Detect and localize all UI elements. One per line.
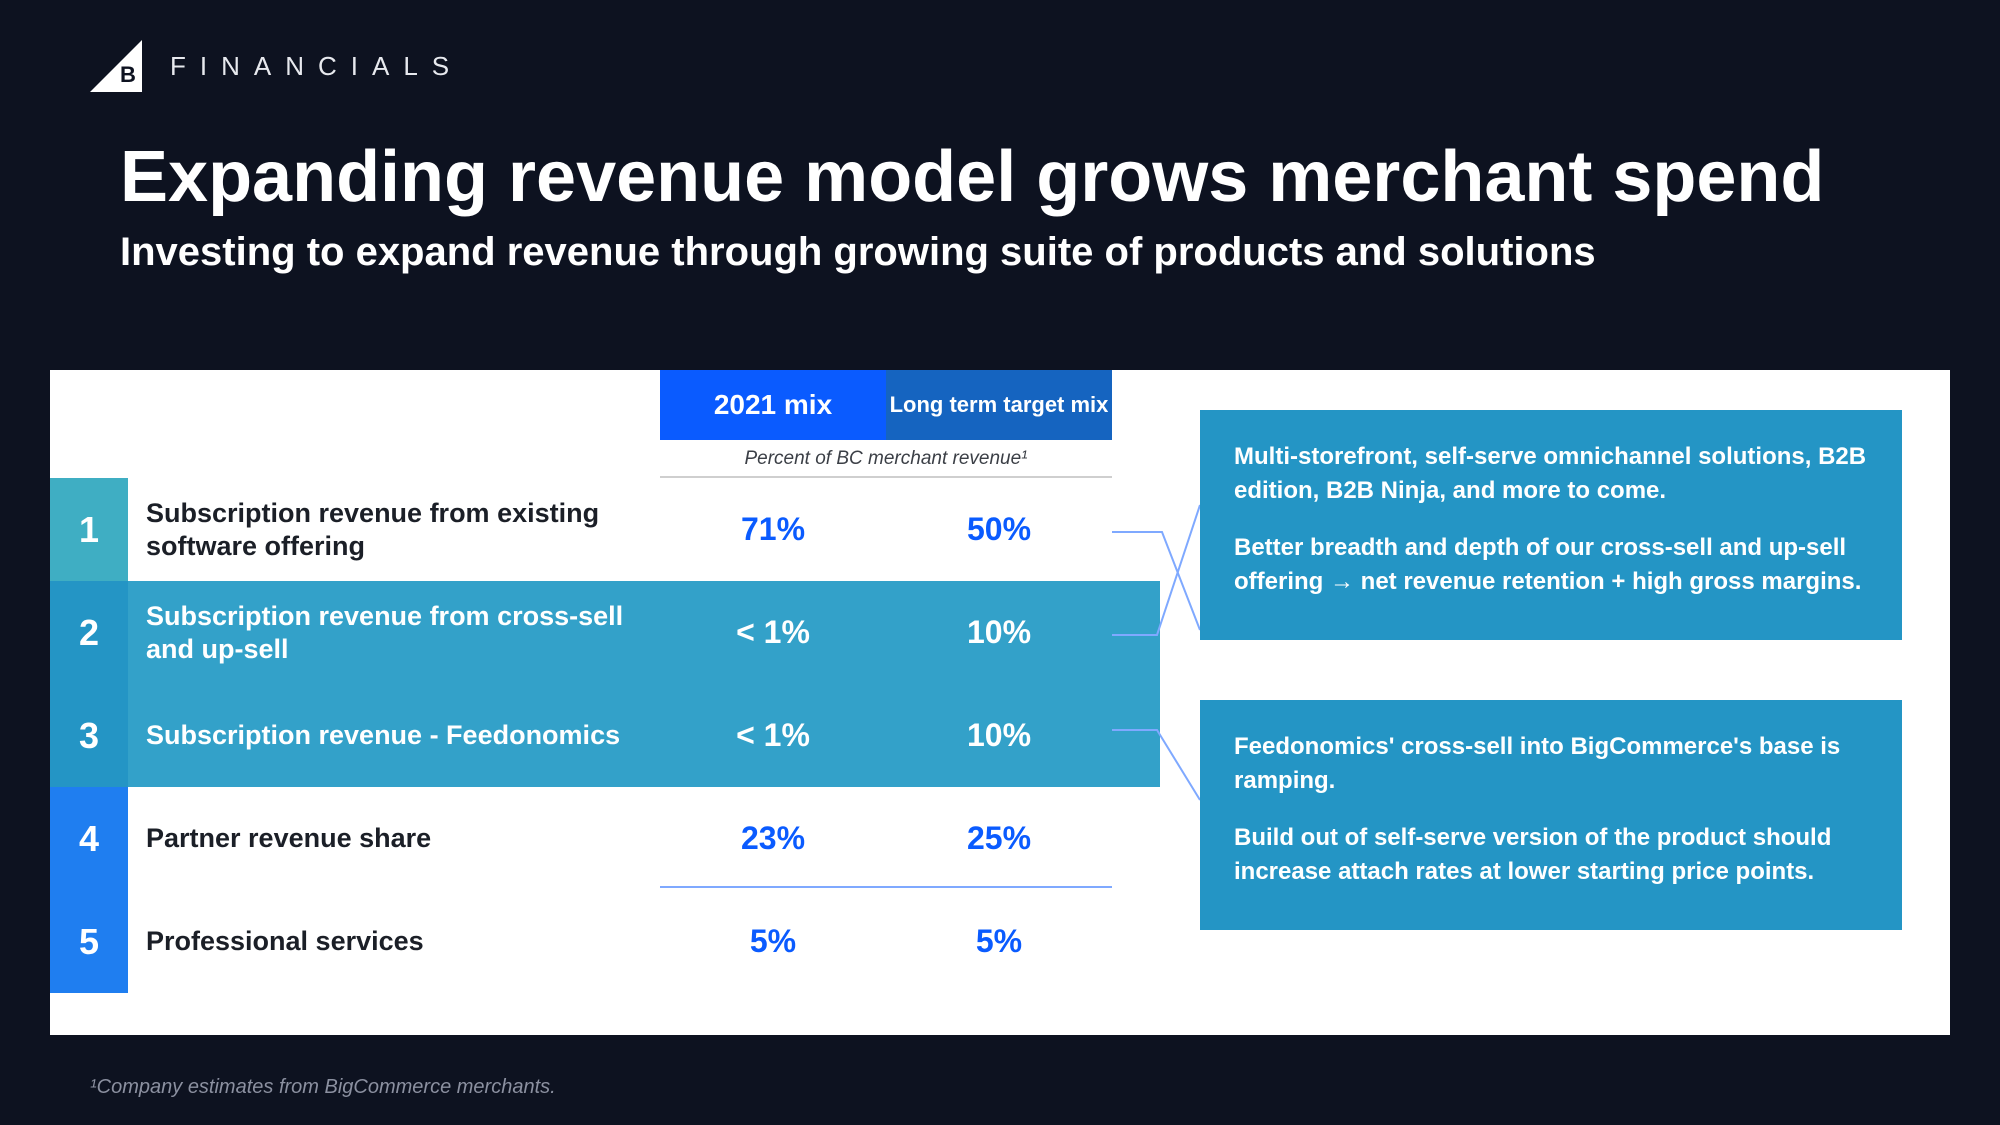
header-bar: B FINANCIALS — [0, 0, 2000, 92]
value-target-mix: 10% — [886, 581, 1112, 684]
connector-line-row2 — [1112, 470, 1202, 650]
callout-text: Feedonomics' cross-sell into BigCommerce… — [1234, 730, 1868, 797]
row-label: Professional services — [128, 890, 660, 993]
subtotal-divider — [660, 886, 1112, 888]
content-area: 2021 mix Long term target mix Percent of… — [50, 370, 1950, 1035]
table-row: 5Professional services5%5% — [50, 890, 1160, 993]
row-label: Subscription revenue from existing softw… — [128, 478, 660, 581]
table-row: 4Partner revenue share23%25% — [50, 787, 1160, 890]
column-header-2021-mix: 2021 mix — [660, 370, 886, 440]
value-2021-mix: 71% — [660, 478, 886, 581]
table-row: 2Subscription revenue from cross-sell an… — [50, 581, 1160, 684]
row-number: 4 — [50, 787, 128, 890]
connector-line-row3 — [1112, 700, 1202, 820]
row-number: 1 — [50, 478, 128, 581]
value-2021-mix: < 1% — [660, 684, 886, 787]
value-target-mix: 50% — [886, 478, 1112, 581]
page-subtitle: Investing to expand revenue through grow… — [120, 230, 1910, 275]
row-label: Subscription revenue - Feedonomics — [128, 684, 660, 787]
row-label: Subscription revenue from cross-sell and… — [128, 581, 660, 684]
row-number: 2 — [50, 581, 128, 684]
row-number: 5 — [50, 890, 128, 993]
value-target-mix: 25% — [886, 787, 1112, 890]
column-header-long-term-target: Long term target mix — [886, 370, 1112, 440]
callout-cross-sell: Multi-storefront, self-serve omnichannel… — [1200, 410, 1902, 640]
row-label: Partner revenue share — [128, 787, 660, 890]
table-sub-caption: Percent of BC merchant revenue¹ — [660, 440, 1112, 478]
callout-text: Better breadth and depth of our cross-se… — [1234, 531, 1868, 598]
footnote-text: ¹Company estimates from BigCommerce merc… — [90, 1076, 556, 1099]
callout-feedonomics: Feedonomics' cross-sell into BigCommerce… — [1200, 700, 1902, 930]
row-number: 3 — [50, 684, 128, 787]
section-label: FINANCIALS — [170, 51, 463, 82]
value-2021-mix: < 1% — [660, 581, 886, 684]
brand-logo-icon: B — [90, 40, 142, 92]
callout-text: Multi-storefront, self-serve omnichannel… — [1234, 440, 1868, 507]
value-target-mix: 5% — [886, 890, 1112, 993]
title-block: Expanding revenue model grows merchant s… — [0, 92, 2000, 275]
table-row: 3Subscription revenue - Feedonomics< 1%1… — [50, 684, 1160, 787]
revenue-mix-table: 2021 mix Long term target mix Percent of… — [50, 370, 1160, 993]
callout-text: Build out of self-serve version of the p… — [1234, 821, 1868, 888]
table-row: 1Subscription revenue from existing soft… — [50, 478, 1160, 581]
svg-text:B: B — [120, 62, 136, 87]
value-2021-mix: 5% — [660, 890, 886, 993]
value-2021-mix: 23% — [660, 787, 886, 890]
page-title: Expanding revenue model grows merchant s… — [120, 140, 1910, 216]
value-target-mix: 10% — [886, 684, 1112, 787]
